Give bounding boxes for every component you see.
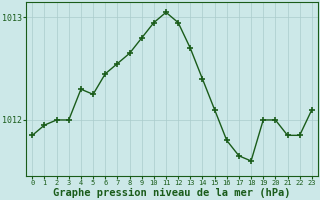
X-axis label: Graphe pression niveau de la mer (hPa): Graphe pression niveau de la mer (hPa) (53, 188, 291, 198)
